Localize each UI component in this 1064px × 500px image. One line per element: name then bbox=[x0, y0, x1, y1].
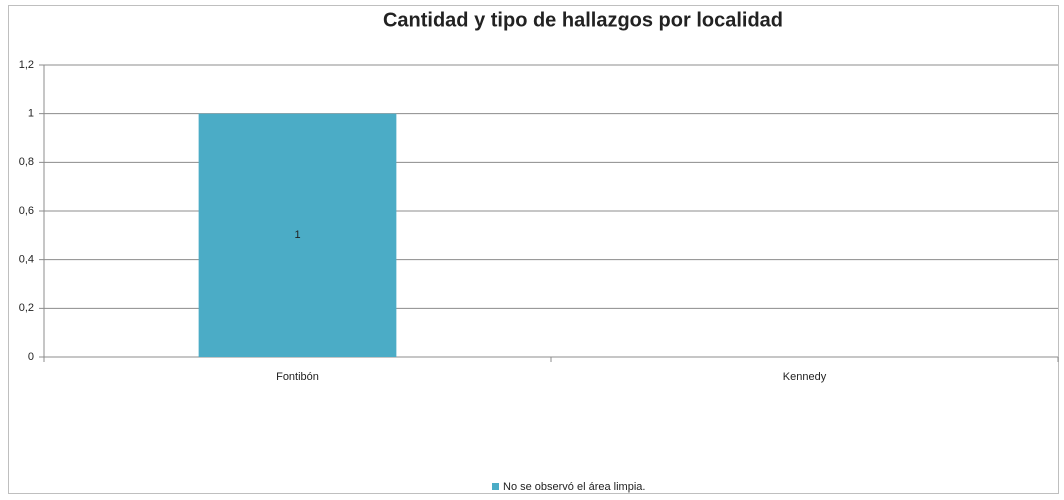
x-tick-label: Fontibón bbox=[276, 371, 319, 383]
data-label: 1 bbox=[294, 229, 300, 241]
bar bbox=[198, 113, 397, 358]
y-tick-label: 0,6 bbox=[19, 205, 34, 217]
legend-label: No se observó el área limpia. bbox=[503, 481, 645, 493]
chart-title: Cantidad y tipo de hallazgos por localid… bbox=[383, 9, 783, 31]
legend-swatch bbox=[492, 483, 499, 490]
y-tick-label: 0,2 bbox=[19, 302, 34, 314]
y-tick-label: 0 bbox=[28, 351, 34, 363]
y-tick-label: 0,8 bbox=[19, 156, 34, 168]
y-tick-label: 1 bbox=[28, 108, 34, 120]
chart-border bbox=[8, 5, 1059, 494]
y-tick-label: 0,4 bbox=[19, 254, 34, 266]
y-tick-label: 1,2 bbox=[19, 59, 34, 71]
x-tick-label: Kennedy bbox=[783, 371, 827, 383]
